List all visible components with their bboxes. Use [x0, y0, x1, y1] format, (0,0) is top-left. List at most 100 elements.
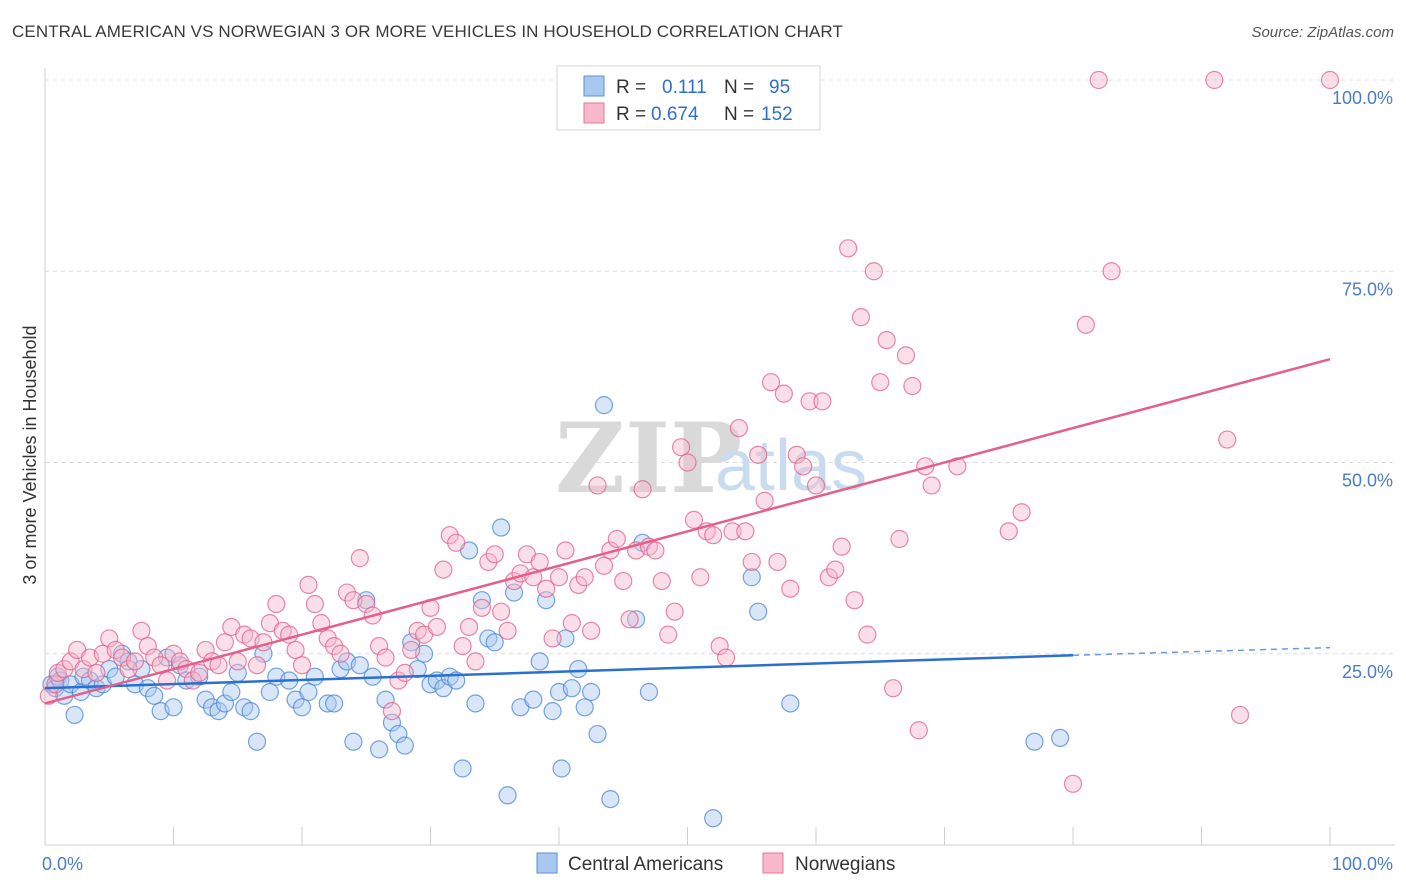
data-point [774, 384, 793, 403]
data-point [922, 476, 941, 495]
data-point [723, 522, 742, 541]
data-point [794, 457, 813, 476]
data-point [614, 571, 633, 591]
data-point [305, 667, 324, 686]
data-point [659, 625, 678, 644]
data-point [87, 663, 106, 682]
source-label: Source: ZipAtlas.com [1251, 24, 1394, 41]
data-point [286, 640, 305, 660]
data-point [716, 648, 736, 667]
data-point [665, 602, 684, 621]
watermark-atlas: atlas [715, 426, 867, 506]
data-point [813, 392, 832, 411]
data-point [652, 571, 671, 591]
data-point [691, 568, 710, 587]
data-point [806, 476, 826, 495]
watermark: ZIP atlas [555, 402, 867, 515]
data-point [800, 392, 819, 411]
legend-bottom-label-norwegian: Norwegians [795, 854, 895, 875]
data-point [492, 518, 511, 537]
trend-line-central-extension [1072, 646, 1331, 657]
data-point [1230, 705, 1250, 725]
data-point [761, 373, 781, 392]
data-point [845, 591, 864, 610]
data-point [909, 721, 928, 740]
legend-r-value-norwegian: 0.674 [651, 104, 699, 125]
data-point [370, 740, 389, 759]
data-point [498, 786, 517, 805]
data-point [1051, 728, 1070, 748]
data-point [164, 698, 183, 717]
y-tick-labels: 25.0% 50.0% 75.0% 100.0% [1332, 88, 1393, 682]
data-points [39, 70, 1340, 828]
data-point [742, 552, 761, 572]
data-point [556, 629, 575, 648]
data-point [588, 476, 607, 495]
data-point [787, 445, 806, 464]
data-point [498, 621, 517, 640]
data-point [575, 568, 594, 587]
data-point [190, 663, 209, 682]
legend-r-value-central: 0.111 [662, 77, 707, 98]
data-point [582, 621, 601, 640]
legend-top: R = 0.111 N = 95 R = 0.674 N = 152 [556, 65, 821, 131]
data-point [350, 656, 369, 675]
data-point [556, 541, 575, 560]
data-point [459, 617, 479, 637]
legend-r-label-central: R = [616, 77, 646, 98]
data-point [704, 809, 723, 828]
data-point [858, 625, 877, 644]
data-point [395, 663, 414, 682]
axes [44, 68, 1395, 846]
data-point [704, 526, 723, 545]
data-point [376, 690, 395, 709]
data-point [267, 594, 286, 614]
gridlines [45, 79, 1395, 655]
data-point [1089, 70, 1108, 90]
data-point [305, 594, 324, 614]
data-point [215, 694, 234, 713]
watermark-zip: ZIP [555, 402, 742, 515]
data-point [100, 629, 119, 648]
data-point [851, 308, 871, 327]
data-point [485, 633, 504, 652]
data-point [292, 698, 312, 717]
data-point [749, 445, 768, 464]
data-point [145, 686, 164, 705]
data-point [299, 575, 318, 595]
data-point [1218, 430, 1237, 449]
data-point [646, 541, 665, 560]
data-point [492, 602, 511, 621]
data-point [864, 262, 883, 281]
data-point [537, 579, 556, 598]
trend-line-central [44, 654, 1074, 690]
legend-r-label-norwegian: R = [616, 104, 646, 125]
data-point [903, 376, 922, 396]
y-tick-label: 100.0% [1332, 88, 1393, 108]
y-tick-label: 50.0% [1342, 471, 1393, 491]
data-point [132, 621, 151, 640]
y-axis-label: 3 or more Vehicles in Household [20, 325, 40, 584]
data-point [530, 552, 549, 572]
data-point [710, 636, 729, 656]
data-point [530, 652, 549, 671]
data-point [228, 652, 247, 671]
data-point [826, 560, 845, 579]
data-point [543, 702, 562, 721]
data-point [1025, 732, 1044, 751]
data-point [562, 679, 581, 698]
trend-line-norwegian [44, 358, 1331, 705]
data-point [215, 633, 234, 652]
legend-swatch-central [583, 75, 605, 97]
data-point [594, 396, 614, 415]
legend-bottom-swatch-central [536, 852, 558, 874]
data-point [755, 491, 774, 510]
legend-n-label-norwegian: N = [724, 104, 754, 125]
data-point [736, 522, 755, 541]
data-point [781, 579, 800, 598]
data-point [331, 644, 350, 663]
data-point [671, 438, 691, 457]
data-point [543, 629, 562, 648]
data-point [453, 759, 472, 778]
data-point [241, 702, 260, 721]
